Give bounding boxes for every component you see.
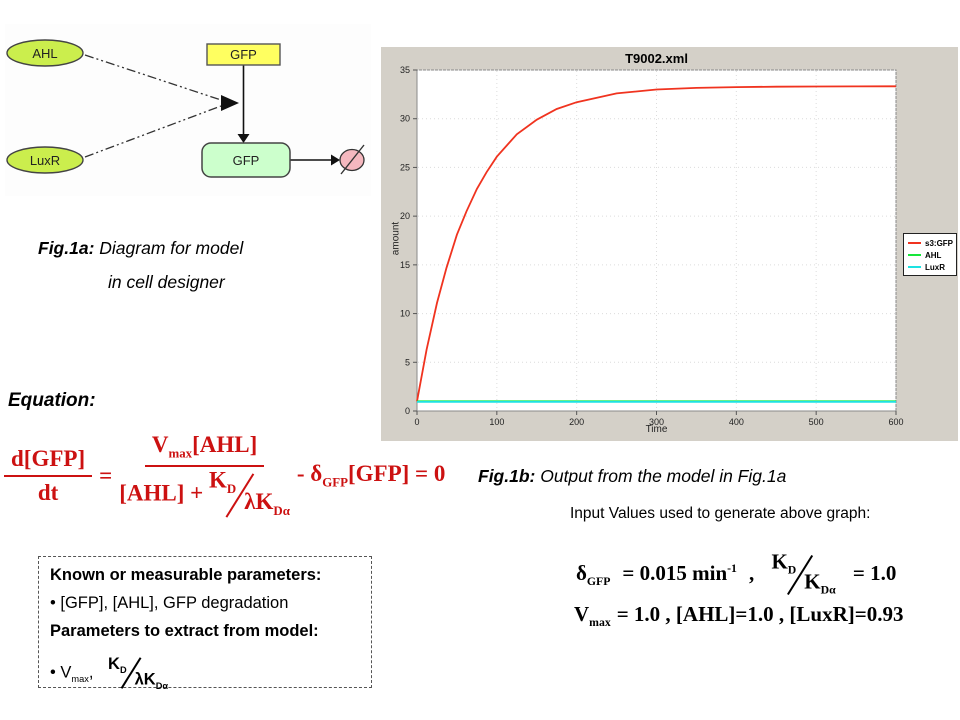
node-gfp-gene-label: GFP	[230, 47, 257, 62]
series-line-s3:GFP	[416, 85, 897, 402]
x-tick-label: 400	[729, 417, 744, 427]
y-tick-label: 0	[405, 406, 410, 416]
fig1a-caption: Fig.1a: Diagram for model in cell design…	[38, 238, 243, 293]
lhs-fraction: d[GFP] dt	[4, 446, 93, 506]
params-item-2: • Vmax, KDλKDα	[50, 654, 169, 691]
node-luxr-label: LuxR	[30, 153, 60, 168]
fig1b-caption: Fig.1b: Output from the model in Fig.1a	[478, 466, 786, 487]
fig1a-text-line2: in cell designer	[108, 272, 225, 292]
y-tick-label: 10	[400, 309, 410, 319]
legend-label: LuxR	[925, 262, 945, 272]
input-values-line2: Vmax = 1.0 , [AHL]=1.0 , [LuxR]=0.93	[574, 602, 904, 630]
y-tick-label: 20	[400, 211, 410, 221]
params-heading-1: Known or measurable parameters:	[50, 566, 322, 584]
rhs-fraction: Vmax[AHL] [AHL] + KDλKDα	[119, 432, 290, 520]
legend-label: s3:GFP	[925, 238, 954, 248]
fig1a-text: Diagram for model	[94, 238, 244, 258]
input-values-heading: Input Values used to generate above grap…	[570, 505, 871, 522]
node-gfp-protein-label: GFP	[233, 153, 260, 168]
equation-tail: - δGFP[GFP] = 0	[296, 461, 446, 490]
node-ahl-label: AHL	[32, 46, 57, 61]
luxr-modulation-line	[84, 105, 222, 158]
rhs-denominator: [AHL] + KDλKDα	[119, 467, 290, 521]
lhs-denominator: dt	[37, 480, 59, 506]
node-gfp-gene	[206, 43, 281, 66]
ahl-modulation-line	[84, 54, 222, 101]
y-tick-label: 30	[400, 114, 410, 124]
x-tick-label: 500	[809, 417, 824, 427]
legend-label: AHL	[925, 250, 942, 260]
model-equation: d[GFP] dt = Vmax[AHL] [AHL] + KDλKDα - δ…	[4, 432, 452, 520]
x-tick-label: 0	[414, 417, 419, 427]
legend-swatch-icon	[908, 242, 921, 244]
params-kd-over-lkda: KDλKDα	[108, 654, 169, 691]
x-tick-label: 300	[649, 417, 664, 427]
kd-over-kda: KD KDα	[771, 549, 836, 597]
legend-entry-s3:GFP: s3:GFP	[904, 237, 956, 249]
modulation-arrowhead-icon	[221, 95, 239, 111]
x-tick-label: 100	[489, 417, 504, 427]
simulation-chart: T9002.xml amount Time 0 5 10 15 20 25 30 35 0 100…	[381, 47, 958, 441]
chart-legend: s3:GFP AHL LuxR	[903, 233, 957, 276]
chart-title: T9002.xml	[625, 51, 688, 66]
legend-swatch-icon	[908, 266, 921, 268]
params-item-1: • [GFP], [AHL], GFP degradation	[50, 594, 289, 612]
x-tick-label: 200	[569, 417, 584, 427]
x-tick-label: 600	[888, 417, 903, 427]
kd-over-lkda: KDλKDα	[208, 467, 290, 518]
node-ahl	[6, 39, 84, 67]
production-arrowhead-icon	[237, 134, 250, 143]
legend-swatch-icon	[908, 254, 921, 256]
plot-area	[416, 69, 897, 412]
degradation-slash-icon	[340, 144, 365, 175]
params-heading-2: Parameters to extract from model:	[50, 622, 319, 640]
degradation-arrowhead-icon	[331, 154, 340, 166]
y-tick-label: 25	[400, 162, 410, 172]
equation-heading: Equation:	[8, 390, 96, 411]
legend-entry-LuxR: LuxR	[904, 261, 956, 273]
rhs-numerator: Vmax[AHL]	[144, 432, 265, 467]
fig1b-label: Fig.1b:	[478, 466, 536, 486]
fig1b-text: Output from the model in Fig.1a	[535, 466, 787, 486]
chart-plot: 0 5 10 15 20 25 30 35 0 100 200 300 400 500 600	[400, 65, 904, 427]
parameters-box: Known or measurable parameters: • [GFP],…	[38, 556, 372, 691]
y-tick-label: 5	[405, 357, 410, 367]
cell-designer-diagram: AHL LuxR GFP GFP	[5, 24, 371, 196]
x-axis-label: Time	[645, 424, 668, 435]
node-luxr	[6, 146, 84, 174]
lhs-numerator: d[GFP]	[4, 446, 93, 478]
fig1a-label: Fig.1a:	[38, 238, 95, 258]
y-tick-label: 15	[400, 260, 410, 270]
input-values-line1: δGFP = 0.015 min-1, KD KDα = 1.0	[576, 549, 897, 597]
y-tick-label: 35	[400, 65, 410, 75]
equals-sign: =	[99, 463, 113, 489]
node-gfp-protein	[201, 142, 291, 178]
legend-entry-AHL: AHL	[904, 249, 956, 261]
